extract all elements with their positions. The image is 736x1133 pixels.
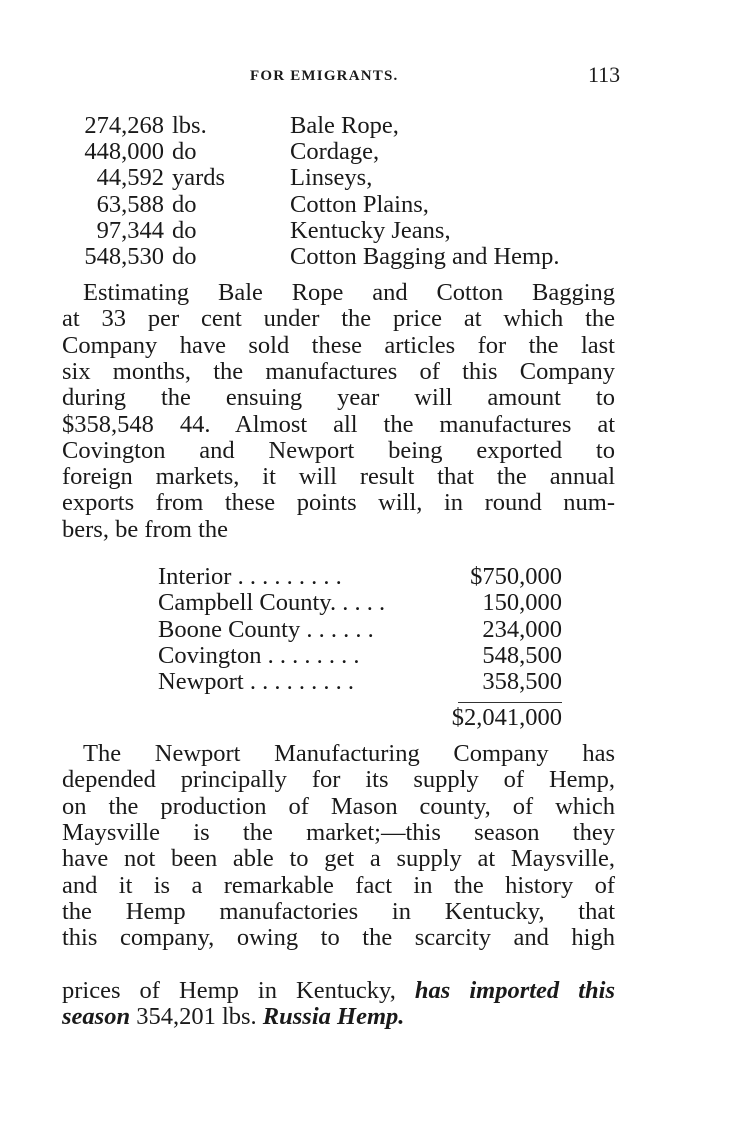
text-line: season 354,201 lbs. Russia Hemp. [62,1003,405,1030]
unit: do [172,190,197,218]
quantity: 448,000 [84,138,164,166]
running-title: FOR EMIGRANTS. [250,68,399,84]
text-line: bers, be from the [62,515,228,543]
amount: 358,500 [482,668,562,696]
unit: yards [172,164,226,192]
place: Newport . . . . . . . . . [158,668,354,696]
text-line: at 33 per cent under the price at which … [62,305,615,333]
quantity: 274,268 [84,112,164,139]
text-line: six months, the manufactures of this Com… [62,357,615,385]
place: Boone County . . . . . . [158,615,374,643]
text-line: have not been able to get a supply at Ma… [62,845,615,873]
text-line: Estimating Bale Rope and Cotton Bagging [83,279,615,306]
unit: lbs. [172,112,207,139]
table-row: 274,268 lbs. Bale Rope, [62,112,622,139]
item: Cotton Plains, [290,190,429,218]
text-line: this company, owing to the scarcity and … [62,924,615,952]
amount: 150,000 [482,589,562,617]
table-row: 548,530 do Cotton Bagging and Hemp. [62,243,622,270]
text-line: on the production of Mason county, of wh… [62,792,615,820]
place: Campbell County. . . . . [158,589,386,617]
unit: do [172,216,197,244]
quantity: 44,592 [96,164,164,192]
quantity: 548,530 [84,243,164,270]
quantity: 97,344 [96,216,164,244]
page-number: 113 [588,62,621,87]
table-row: 448,000 do Cordage, [62,138,622,166]
text-line: Covington and Newport being exported to [62,436,615,464]
text-line: foreign markets, it will result that the… [62,463,615,491]
table-row: 97,344 do Kentucky Jeans, [62,216,622,244]
text-line: The Newport Manufacturing Company has [83,740,615,767]
unit: do [172,138,197,166]
place: Covington . . . . . . . . [158,641,360,669]
unit: do [172,243,197,270]
text-line: $358,548 44. Almost all the manufactures… [62,410,615,438]
item: Cotton Bagging and Hemp. [290,243,560,270]
text-line: and it is a remarkable fact in the histo… [62,871,615,899]
text-line: Maysville is the market;—this season the… [62,818,615,846]
text-line: prices of Hemp in Kentucky, has imported… [62,977,616,1004]
amount: $750,000 [470,563,562,590]
quantity: 63,588 [96,190,164,218]
text-line: exports from these points will, in round… [62,489,615,517]
amount: 234,000 [482,615,562,643]
text-line: during the ensuing year will amount to [62,384,615,412]
item: Cordage, [290,138,380,166]
item: Kentucky Jeans, [290,216,451,244]
text-line: the Hemp manufactories in Kentucky, that [62,897,615,925]
table-row: 44,592 yards Linseys, [62,164,622,192]
table-row: 63,588 do Cotton Plains, [62,190,622,218]
sum-rule [458,702,562,703]
text-line: depended principally for its supply of H… [62,766,615,794]
item: Bale Rope, [290,112,399,139]
exports-total: $2,041,000 [451,704,562,731]
place: Interior . . . . . . . . . [158,563,342,590]
amount: 548,500 [482,641,562,669]
item: Linseys, [290,164,373,192]
text-line: Company have sold these articles for the… [62,331,615,359]
